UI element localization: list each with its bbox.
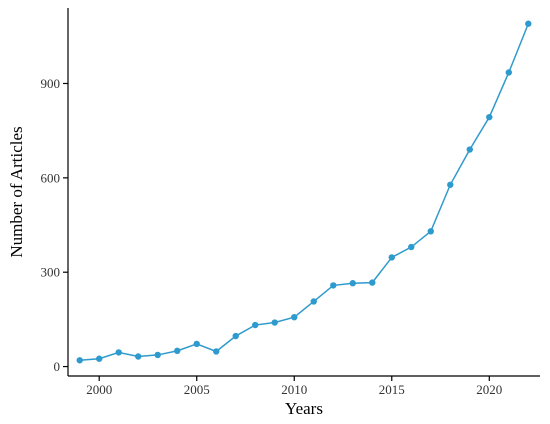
data-point xyxy=(310,298,317,305)
data-point xyxy=(466,146,473,153)
y-axis-title: Number of Articles xyxy=(7,126,26,257)
data-point xyxy=(525,20,532,27)
data-point xyxy=(154,351,161,359)
y-tick-label: 300 xyxy=(41,265,61,280)
data-point xyxy=(135,353,142,360)
data-point xyxy=(271,319,278,326)
axes xyxy=(67,8,540,377)
x-tick-label: 2020 xyxy=(476,382,502,397)
y-tick-label: 0 xyxy=(54,359,61,374)
data-point xyxy=(427,228,434,235)
data-point xyxy=(408,243,415,251)
data-point xyxy=(330,282,337,289)
x-ticks: 2000 2005 2010 2015 2020 xyxy=(86,376,502,397)
data-point xyxy=(291,313,298,321)
data-point xyxy=(486,113,493,121)
data-point xyxy=(96,355,103,362)
x-axis-title: Years xyxy=(285,399,323,418)
data-point xyxy=(349,280,356,287)
y-ticks: 0 300 600 900 xyxy=(41,76,68,374)
data-point xyxy=(252,321,259,329)
data-point xyxy=(115,349,122,356)
data-point xyxy=(193,340,200,348)
x-tick-label: 2015 xyxy=(379,382,405,397)
x-tick-label: 2010 xyxy=(281,382,307,397)
data-point xyxy=(388,254,395,261)
data-point xyxy=(213,348,220,355)
y-tick-label: 900 xyxy=(41,76,61,91)
x-tick-label: 2005 xyxy=(184,382,210,397)
x-tick-label: 2000 xyxy=(86,382,112,397)
series-line xyxy=(79,23,529,362)
data-point xyxy=(447,181,454,188)
data-point xyxy=(369,279,376,286)
data-point xyxy=(76,357,83,364)
data-point xyxy=(232,332,239,340)
series-layer xyxy=(76,20,532,364)
y-tick-label: 600 xyxy=(41,170,61,185)
data-point xyxy=(505,69,512,76)
data-point xyxy=(174,347,181,355)
